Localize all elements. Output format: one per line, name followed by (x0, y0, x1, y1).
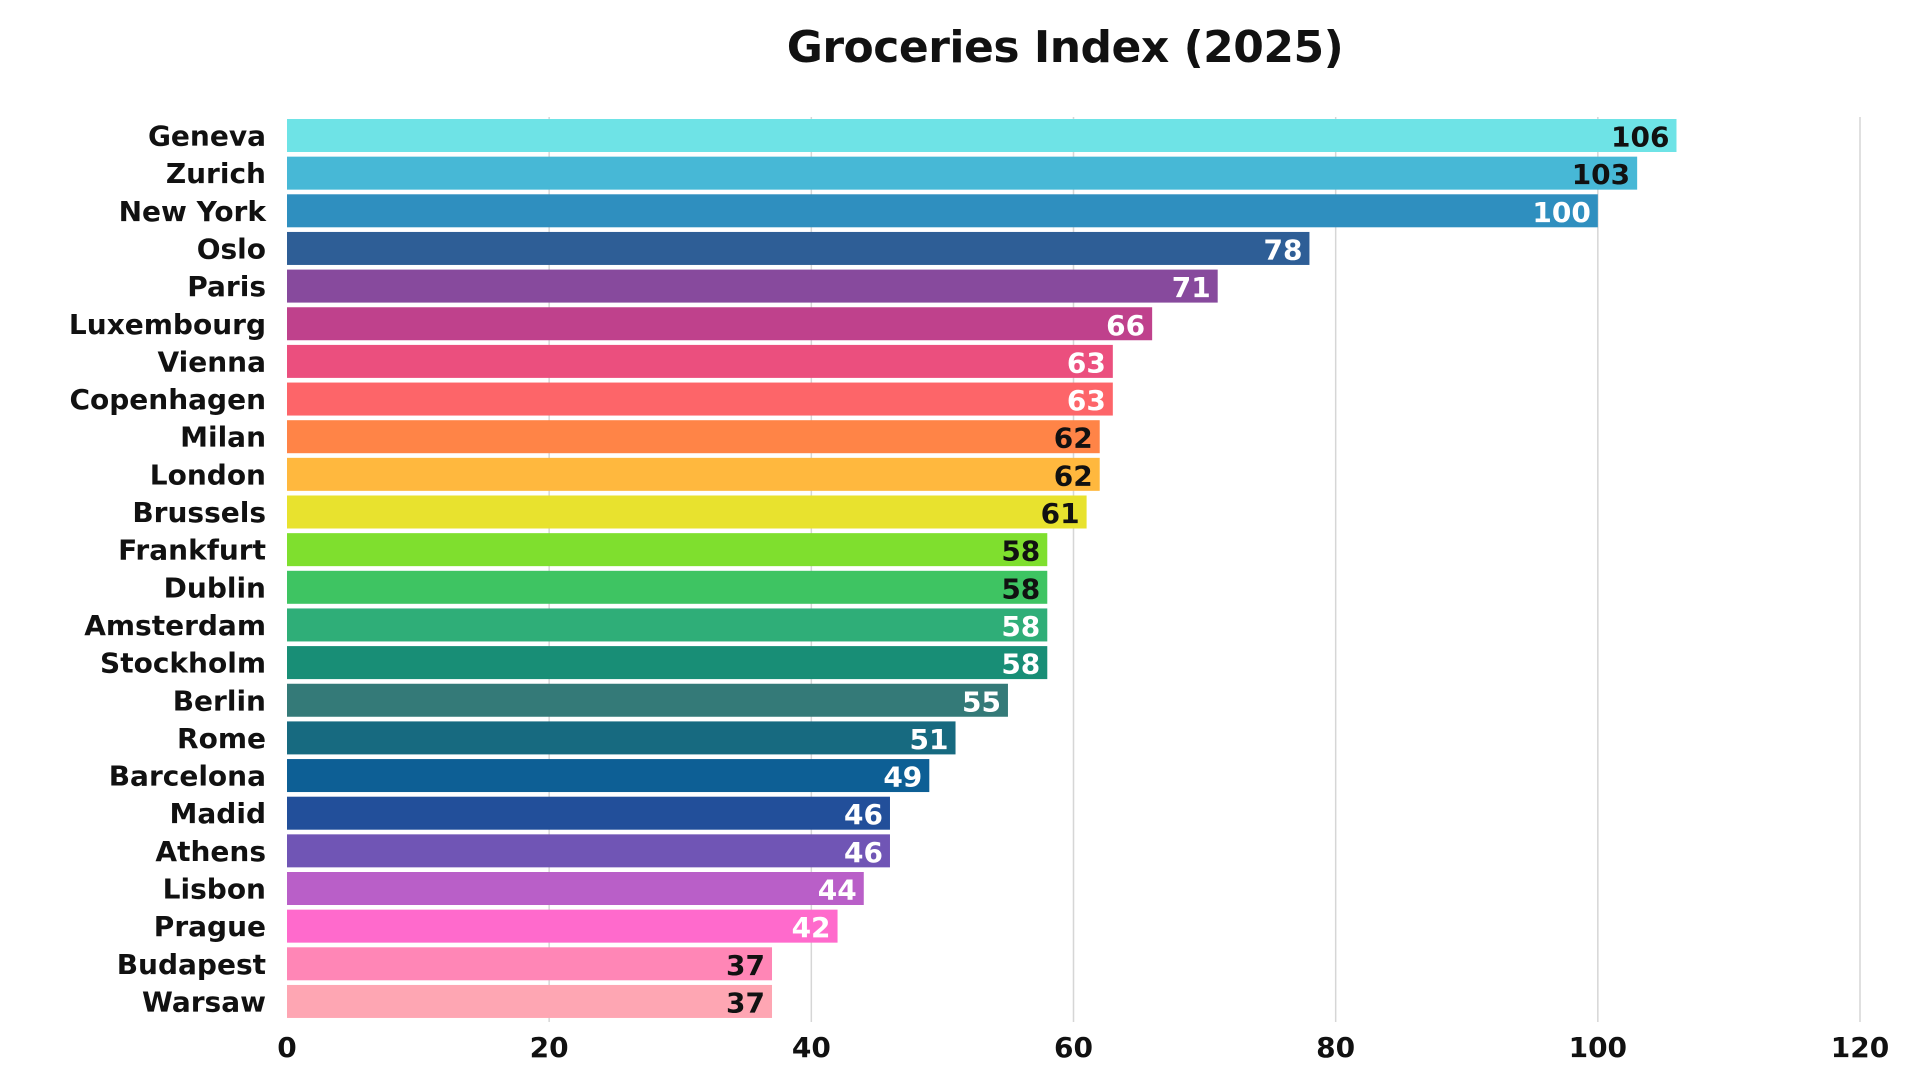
value-label: 58 (1001, 648, 1040, 681)
bar-luxembourg (287, 307, 1153, 341)
value-label: 58 (1001, 572, 1040, 605)
value-label: 58 (1001, 535, 1040, 568)
bar-stockholm (287, 646, 1048, 680)
value-label: 71 (1172, 271, 1211, 304)
bar-milan (287, 420, 1100, 454)
bar-zurich (287, 156, 1638, 190)
value-label: 61 (1041, 497, 1080, 530)
x-tick-label: 80 (1316, 1031, 1355, 1064)
value-labels: 1061031007871666363626261585858585551494… (726, 121, 1669, 1020)
bar-amsterdam (287, 608, 1048, 642)
category-label: Luxembourg (69, 308, 266, 341)
value-label: 63 (1067, 384, 1106, 417)
value-label: 55 (962, 685, 1001, 718)
category-label: Frankfurt (118, 534, 266, 567)
bar-paris (287, 269, 1218, 303)
category-label: Berlin (173, 684, 266, 717)
bar-copenhagen (287, 382, 1113, 416)
value-label: 63 (1067, 346, 1106, 379)
bar-barcelona (287, 759, 930, 793)
bar-madid (287, 796, 890, 830)
x-tick-label: 60 (1054, 1031, 1093, 1064)
x-tick-label: 100 (1569, 1031, 1627, 1064)
bar-rome (287, 721, 956, 755)
value-label: 37 (726, 949, 765, 982)
bar-budapest (287, 947, 773, 981)
category-label: Budapest (117, 948, 266, 981)
category-label: Rome (177, 722, 266, 755)
bar-geneva (287, 119, 1677, 152)
category-label: Prague (154, 910, 266, 943)
value-label: 78 (1263, 233, 1302, 266)
bar-berlin (287, 683, 1008, 717)
category-label: Vienna (157, 345, 266, 378)
bars (287, 119, 1677, 1018)
bar-new-york (287, 194, 1598, 228)
value-label: 46 (844, 836, 883, 869)
x-tick-label: 120 (1831, 1031, 1889, 1064)
value-label: 37 (726, 986, 765, 1019)
value-label: 62 (1054, 459, 1093, 492)
category-labels: Geneva Zurich New York Oslo Paris Luxembourg V… (69, 120, 267, 1019)
value-label: 44 (818, 874, 857, 907)
value-label: 100 (1532, 196, 1590, 229)
bar-warsaw (287, 984, 773, 1018)
category-label: Dublin (164, 571, 266, 604)
value-label: 58 (1001, 610, 1040, 643)
category-label: Warsaw (142, 985, 266, 1018)
x-axis-ticks: 0 20 40 60 80 100 120 (277, 1031, 1889, 1064)
bar-dublin (287, 570, 1048, 604)
category-label: Paris (187, 270, 266, 303)
category-label: Stockholm (100, 647, 266, 680)
value-label: 49 (883, 761, 922, 794)
bar-lisbon (287, 872, 864, 905)
category-label: Amsterdam (84, 609, 266, 642)
bar-london (287, 457, 1100, 491)
bar-oslo (287, 231, 1310, 265)
category-label: Geneva (148, 120, 266, 153)
value-label: 62 (1054, 422, 1093, 455)
category-label: Milan (180, 421, 266, 454)
bar-prague (287, 909, 838, 943)
bar-brussels (287, 495, 1087, 529)
chart-title: Groceries Index (2025) (786, 22, 1344, 73)
value-label: 46 (844, 798, 883, 831)
bar-frankfurt (287, 533, 1048, 567)
value-label: 42 (792, 911, 831, 944)
value-label: 51 (910, 723, 949, 756)
category-label: Brussels (132, 496, 266, 529)
x-tick-label: 20 (530, 1031, 569, 1064)
category-label: London (150, 458, 266, 491)
value-label: 66 (1106, 309, 1145, 342)
x-tick-label: 0 (277, 1031, 296, 1064)
category-label: Athens (155, 835, 266, 868)
category-label: Lisbon (163, 873, 266, 906)
bar-athens (287, 834, 890, 868)
category-label: Zurich (166, 157, 266, 190)
category-label: Madid (170, 797, 266, 830)
category-label: Barcelona (109, 760, 266, 793)
category-label: Copenhagen (69, 383, 266, 416)
category-label: New York (119, 195, 268, 228)
value-label: 106 (1611, 121, 1669, 154)
category-label: Oslo (197, 232, 266, 265)
x-tick-label: 40 (792, 1031, 831, 1064)
value-label: 103 (1572, 158, 1630, 191)
bar-vienna (287, 344, 1113, 378)
gridlines (548, 117, 1861, 1022)
